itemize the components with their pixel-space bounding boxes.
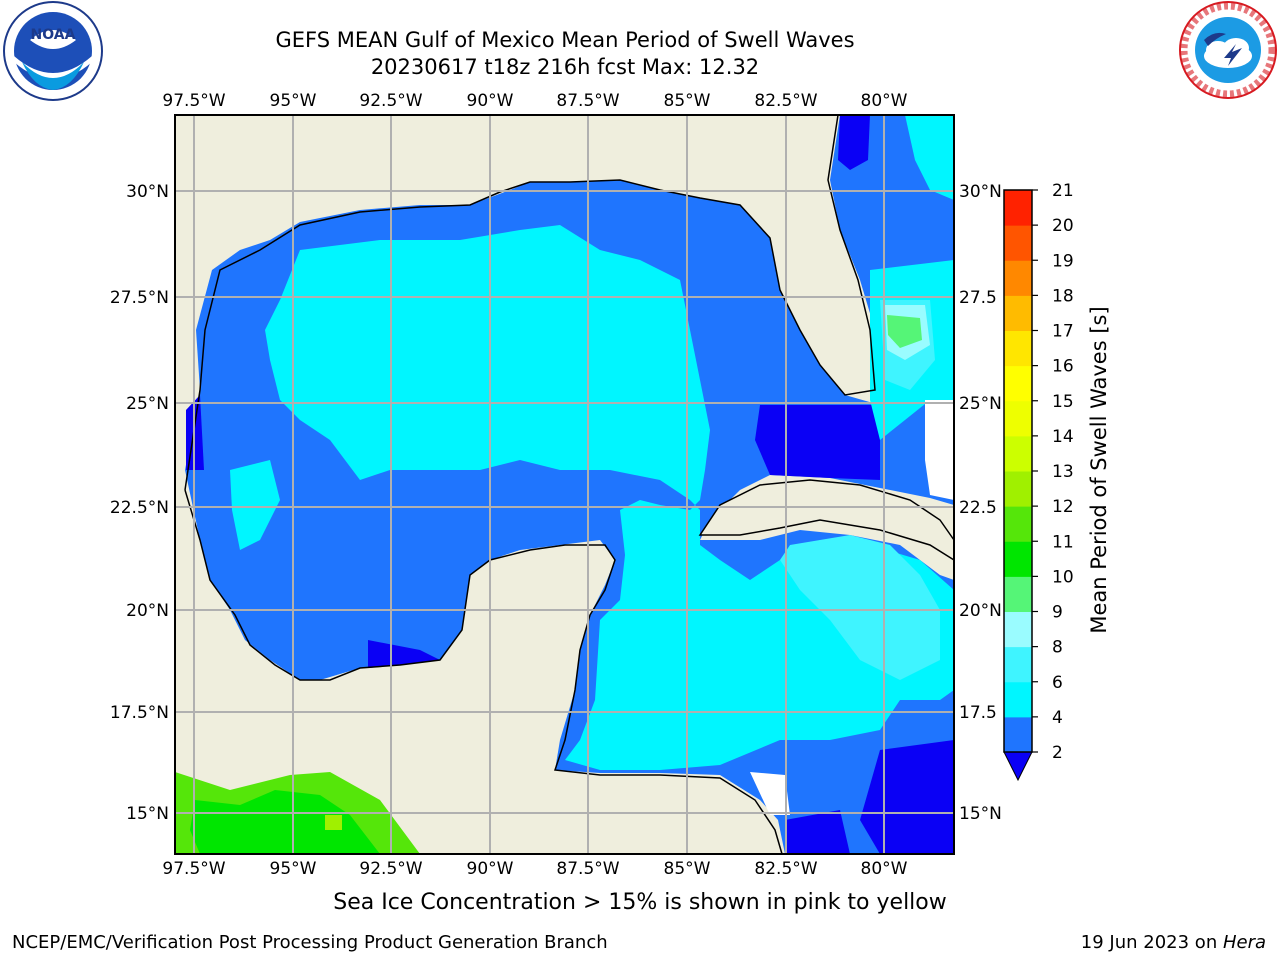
lat-label: 17.5 xyxy=(959,703,997,723)
coastline xyxy=(184,489,783,854)
colorbar-extend-triangle xyxy=(1003,751,1033,782)
water-below-2 xyxy=(368,640,440,668)
cuba-land xyxy=(698,479,954,561)
colorbar-tick-label: 21 xyxy=(1052,181,1074,201)
colorbar-segment xyxy=(1004,681,1032,718)
noaa-logo: NOAA xyxy=(3,1,103,101)
graticule xyxy=(175,115,954,854)
lat-label: 20°N xyxy=(959,601,1002,621)
lon-label: 80°W xyxy=(861,859,908,879)
lat-label: 22.5 xyxy=(959,498,997,518)
colorbar-tick-label: 2 xyxy=(1052,743,1063,763)
colorbar-tick-label: 20 xyxy=(1052,216,1074,236)
lon-label: 90°W xyxy=(467,859,514,879)
colorbar-segment xyxy=(1004,400,1032,437)
colorbar-tick-label: 8 xyxy=(1052,638,1063,658)
colorbar-tick-label: 19 xyxy=(1052,251,1074,271)
footer-date-text: 19 Jun 2023 on xyxy=(1080,932,1223,953)
lat-label: 15°N xyxy=(126,804,169,824)
no-data-gap xyxy=(925,400,954,500)
colorbar-segment xyxy=(1004,435,1032,472)
top-lon-labels: 97.5°W 95°W 92.5°W 90°W 87.5°W 85°W 82.5… xyxy=(162,91,907,111)
footer-credit: NCEP/EMC/Verification Post Processing Pr… xyxy=(12,932,608,953)
lat-label: 17.5°N xyxy=(110,703,169,723)
no-data-gap xyxy=(750,772,790,815)
lon-label: 95°W xyxy=(270,91,317,111)
colorbar-tick-label: 9 xyxy=(1052,603,1063,623)
map-area xyxy=(175,115,954,854)
colorbar-segment xyxy=(1004,330,1032,367)
water-4-6 xyxy=(230,460,280,550)
lat-label: 27.5 xyxy=(959,288,997,308)
colorbar-segment xyxy=(1004,365,1032,402)
lat-label: 25°N xyxy=(126,394,169,414)
colorbar-segment xyxy=(1004,295,1032,331)
lon-label: 80°W xyxy=(861,91,908,111)
footer-host: Hera xyxy=(1222,932,1266,953)
colorbar-tick-label: 10 xyxy=(1052,567,1074,587)
lon-label: 82.5°W xyxy=(754,91,817,111)
lat-label: 30°N xyxy=(126,182,169,202)
lat-label: 22.5°N xyxy=(110,498,169,518)
colorbar-tick-label: 17 xyxy=(1052,322,1074,342)
lon-label: 82.5°W xyxy=(754,859,817,879)
lon-label: 90°W xyxy=(467,91,514,111)
colorbar-tick-label: 18 xyxy=(1052,286,1074,306)
colorbar-tick-label: 16 xyxy=(1052,357,1074,377)
lon-label: 97.5°W xyxy=(162,91,225,111)
left-lat-labels: 30°N 27.5°N 25°N 22.5°N 20°N 17.5°N 15°N xyxy=(110,182,169,824)
right-lat-labels: 30°N 27.5 25°N 22.5 20°N 17.5 15°N xyxy=(959,182,1002,824)
map-title: GEFS MEAN Gulf of Mexico Mean Period of … xyxy=(275,28,855,52)
colorbar-segment xyxy=(1004,471,1032,507)
colorbar-segment xyxy=(1004,611,1032,648)
colorbar-segment xyxy=(1004,506,1032,542)
water-4-6 xyxy=(905,115,954,200)
map-frame xyxy=(174,114,955,855)
colorbar-segment xyxy=(1004,260,1032,296)
lat-label: 25°N xyxy=(959,394,1002,414)
colorbar-segment xyxy=(1004,225,1032,261)
lat-label: 15°N xyxy=(959,804,1002,824)
lon-label: 87.5°W xyxy=(556,91,619,111)
lon-label: 92.5°W xyxy=(359,91,422,111)
water-below-2 xyxy=(785,810,850,854)
lon-label: 97.5°W xyxy=(162,859,225,879)
lat-label: 20°N xyxy=(126,601,169,621)
colorbar-segment xyxy=(1004,646,1032,683)
svg-text:NOAA: NOAA xyxy=(31,27,76,43)
water-6-8 xyxy=(780,535,940,680)
colorbar-segment xyxy=(1004,576,1032,612)
water-10-11 xyxy=(190,790,380,854)
nws-logo xyxy=(1179,1,1277,99)
colorbar-tick-label: 12 xyxy=(1052,497,1074,517)
colorbar-segment xyxy=(1004,716,1032,753)
water-4-6 xyxy=(265,225,954,770)
colorbar-tick-label: 6 xyxy=(1052,673,1063,693)
colorbar-tick-label: 13 xyxy=(1052,462,1074,482)
lat-label: 30°N xyxy=(959,182,1002,202)
water-below-2 xyxy=(838,115,870,170)
colorbar-tick-label: 15 xyxy=(1052,392,1074,412)
colorbar-tick-label: 11 xyxy=(1052,532,1074,552)
colorbar-tick-label: 4 xyxy=(1052,708,1063,728)
lon-label: 85°W xyxy=(664,91,711,111)
water-11-12 xyxy=(325,815,342,830)
colorbar-segment xyxy=(1004,190,1032,226)
lon-label: 95°W xyxy=(270,859,317,879)
colorbar: 21 20 19 18 17 16 15 14 13 12 11 10 9 8 6 4 2 xyxy=(1003,181,1074,782)
water-9-10 xyxy=(887,315,922,348)
lat-label: 27.5°N xyxy=(110,288,169,308)
bottom-lon-labels: 97.5°W 95°W 92.5°W 90°W 87.5°W 85°W 82.5… xyxy=(162,859,907,879)
map-subtitle: 20230617 t18z 216h fcst Max: 12.32 xyxy=(370,55,760,79)
lon-label: 92.5°W xyxy=(359,859,422,879)
water-below-2 xyxy=(755,405,880,480)
footer-date: 19 Jun 2023 on Hera xyxy=(1081,932,1266,953)
sea-ice-note: Sea Ice Concentration > 15% is shown in … xyxy=(333,890,947,915)
lon-label: 85°W xyxy=(664,859,711,879)
colorbar-label: Mean Period of Swell Waves [s] xyxy=(1087,306,1111,633)
colorbar-tick-label: 14 xyxy=(1052,427,1074,447)
colorbar-segment xyxy=(1004,541,1032,577)
lon-label: 87.5°W xyxy=(556,859,619,879)
